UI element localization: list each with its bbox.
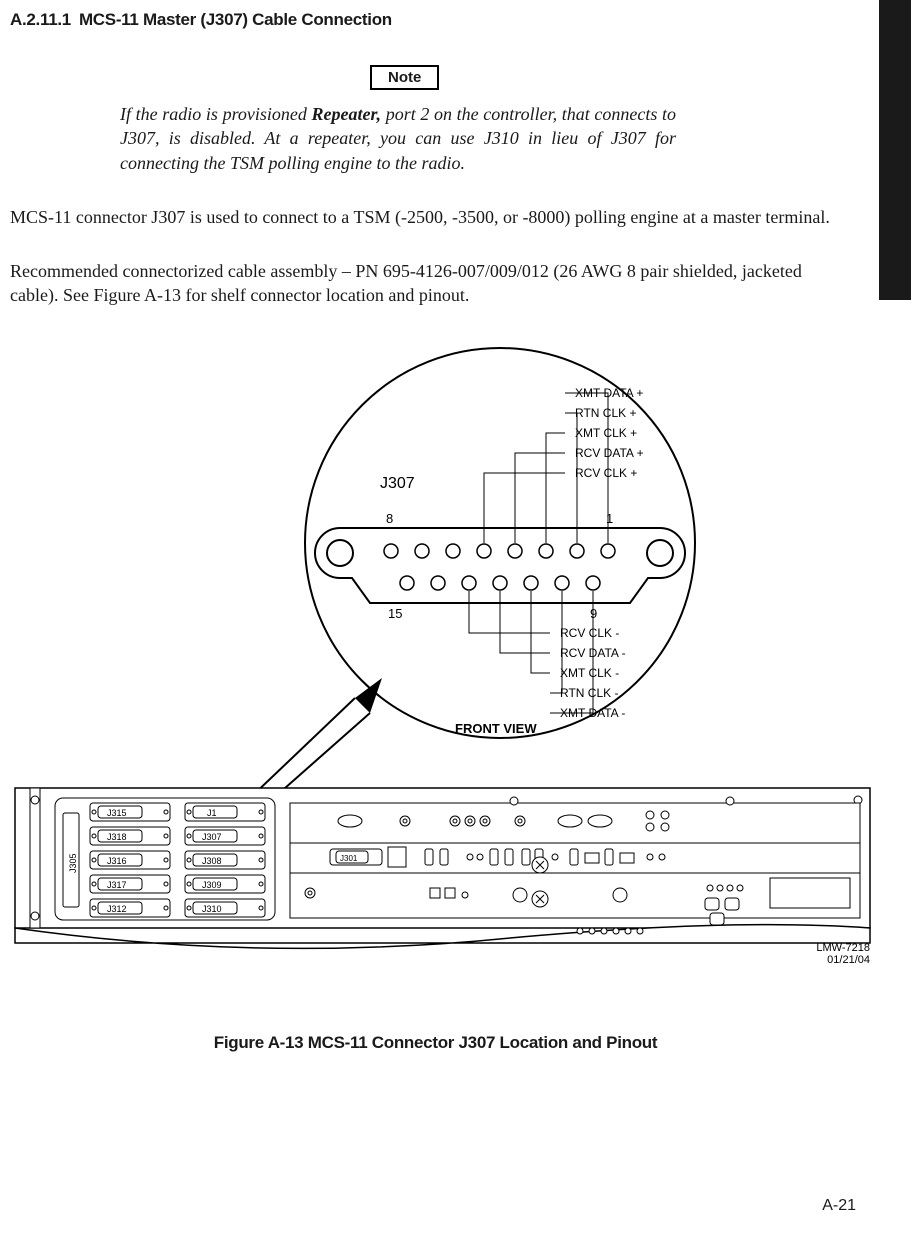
page-content: A.2.11.1 MCS-11 Master (J307) Cable Conne… bbox=[0, 0, 911, 1053]
top-sig-1: RTN CLK + bbox=[575, 406, 636, 420]
top-sig-3: RCV DATA + bbox=[575, 446, 644, 460]
front-view-label: FRONT VIEW bbox=[455, 721, 537, 736]
note-label-box: Note bbox=[370, 65, 439, 90]
side-tab bbox=[879, 0, 911, 300]
heading-title: MCS-11 Master (J307) Cable Connection bbox=[79, 10, 392, 29]
conn-r0: J1 bbox=[207, 808, 217, 818]
pin-15: 15 bbox=[388, 606, 402, 621]
mid-connector: J301 bbox=[340, 854, 358, 863]
shelf-right-col: J1 J307 J308 J309 J310 bbox=[185, 803, 265, 917]
conn-l0: J315 bbox=[107, 808, 127, 818]
bot-sig-2: XMT CLK - bbox=[560, 666, 619, 680]
shelf-left-col: J315 J318 J316 J317 J312 bbox=[90, 803, 170, 917]
conn-r3: J309 bbox=[202, 880, 222, 890]
figure-svg: 8 1 15 9 J307 XMT DATA + RTN CLK + XMT C… bbox=[10, 343, 880, 963]
figure-caption: Figure A-13 MCS-11 Connector J307 Locati… bbox=[10, 1033, 861, 1053]
conn-l3: J317 bbox=[107, 880, 127, 890]
side-connector: J305 bbox=[68, 853, 78, 873]
page-number: A-21 bbox=[822, 1197, 856, 1215]
figure-area: 8 1 15 9 J307 XMT DATA + RTN CLK + XMT C… bbox=[10, 343, 880, 963]
conn-l2: J316 bbox=[107, 856, 127, 866]
conn-r1: J307 bbox=[202, 832, 222, 842]
top-sig-2: XMT CLK + bbox=[575, 426, 637, 440]
note-text: If the radio is provisioned Repeater, po… bbox=[120, 102, 676, 175]
pin-9: 9 bbox=[590, 606, 597, 621]
conn-r2: J308 bbox=[202, 856, 222, 866]
pin-8: 8 bbox=[386, 511, 393, 526]
paragraph-2: Recommended connectorized cable assembly… bbox=[10, 259, 851, 308]
bot-sig-0: RCV CLK - bbox=[560, 626, 619, 640]
conn-l4: J312 bbox=[107, 904, 127, 914]
note-text-bold: Repeater, bbox=[312, 104, 382, 124]
conn-l1: J318 bbox=[107, 832, 127, 842]
top-sig-0: XMT DATA + bbox=[575, 386, 643, 400]
doc-ref-2: 01/21/04 bbox=[827, 954, 870, 963]
note-text-pre: If the radio is provisioned bbox=[120, 104, 312, 124]
doc-ref-1: LMW-7218 bbox=[816, 942, 870, 954]
paragraph-1: MCS-11 connector J307 is used to connect… bbox=[10, 205, 851, 229]
top-sig-4: RCV CLK + bbox=[575, 466, 637, 480]
conn-r4: J310 bbox=[202, 904, 222, 914]
pin-1: 1 bbox=[606, 511, 613, 526]
heading-number: A.2.11.1 bbox=[10, 10, 71, 29]
note-label: Note bbox=[388, 69, 421, 86]
connector-label: J307 bbox=[380, 475, 415, 492]
section-heading: A.2.11.1 MCS-11 Master (J307) Cable Conne… bbox=[10, 10, 861, 30]
bot-sig-1: RCV DATA - bbox=[560, 646, 626, 660]
shelf: J305 J315 J318 J316 bbox=[15, 788, 870, 948]
bot-sig-4: XMT DATA - bbox=[560, 706, 625, 720]
bot-sig-3: RTN CLK - bbox=[560, 686, 618, 700]
